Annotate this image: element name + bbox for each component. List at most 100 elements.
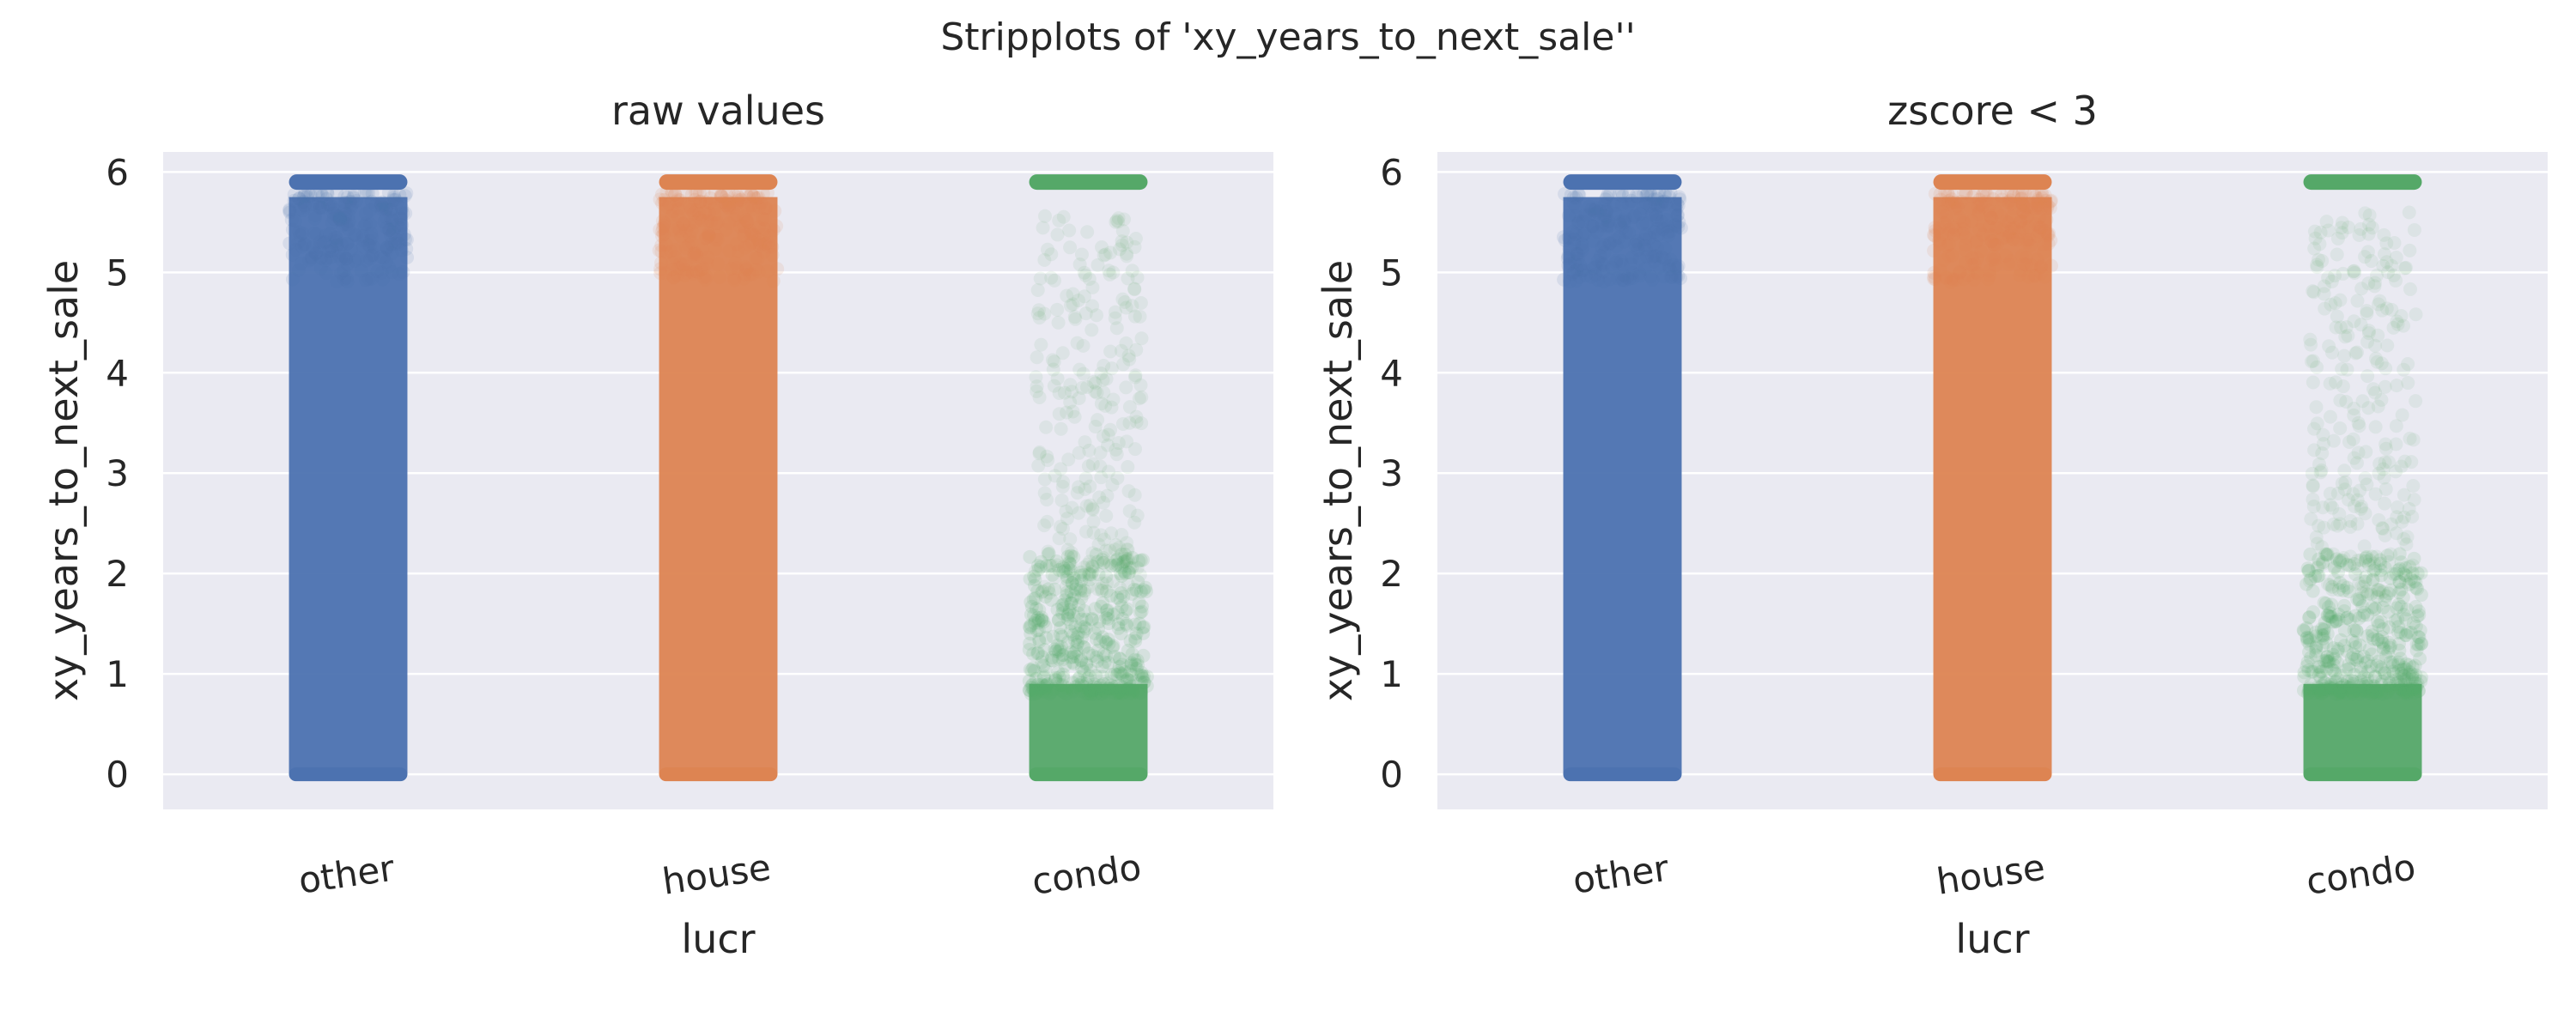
- point: [1045, 567, 1060, 582]
- point: [398, 189, 412, 203]
- point: [1972, 192, 1987, 207]
- point: [2302, 645, 2317, 659]
- point: [2351, 445, 2366, 460]
- point: [2327, 560, 2342, 575]
- point: [2340, 557, 2354, 572]
- point: [367, 239, 381, 254]
- point: [2414, 566, 2428, 580]
- point: [2020, 235, 2034, 250]
- point: [1613, 217, 1627, 232]
- point: [2360, 306, 2374, 321]
- point: [1655, 195, 1669, 209]
- point: [374, 265, 389, 280]
- point: [1100, 603, 1115, 617]
- point: [1091, 537, 1106, 552]
- point: [2397, 660, 2411, 675]
- point: [731, 192, 745, 207]
- point: [1072, 506, 1086, 520]
- point: [2306, 284, 2320, 299]
- point: [1084, 559, 1099, 573]
- point: [337, 210, 352, 225]
- point: [690, 249, 704, 264]
- point: [1064, 585, 1078, 599]
- point: [2409, 575, 2423, 590]
- point: [674, 229, 689, 244]
- point: [2376, 636, 2391, 651]
- point: [2374, 356, 2389, 371]
- point: [1945, 192, 1959, 207]
- point: [308, 186, 323, 201]
- point: [1039, 559, 1054, 573]
- point: [2320, 655, 2335, 670]
- point: [340, 190, 355, 204]
- point: [1030, 610, 1045, 625]
- point: [2391, 563, 2405, 578]
- point: [1065, 591, 1079, 606]
- point: [2036, 189, 2050, 203]
- point: [2304, 354, 2318, 369]
- point: [1093, 459, 1108, 474]
- point: [292, 225, 307, 239]
- point: [2368, 685, 2383, 700]
- point: [2336, 583, 2351, 597]
- point: [653, 262, 668, 276]
- point: [2352, 227, 2366, 242]
- point: [1071, 635, 1085, 650]
- x-tick-label: house: [1934, 846, 2047, 903]
- point: [710, 233, 725, 247]
- point: [2318, 682, 2333, 696]
- point: [2016, 204, 2031, 219]
- point: [1071, 672, 1085, 687]
- point: [738, 267, 752, 282]
- point: [1134, 665, 1149, 680]
- point: [364, 226, 379, 240]
- point: [328, 230, 343, 245]
- point: [2402, 657, 2416, 672]
- point: [2415, 636, 2429, 651]
- point: [692, 186, 707, 201]
- point: [1105, 640, 1120, 655]
- point: [2003, 193, 2018, 208]
- point: [1134, 416, 1149, 431]
- point: [702, 229, 716, 244]
- point: [1121, 566, 1136, 580]
- point: [2306, 421, 2321, 436]
- point: [2340, 362, 2354, 377]
- point: [1638, 261, 1653, 276]
- point: [1031, 458, 1046, 473]
- point: [2343, 519, 2358, 534]
- point: [2410, 582, 2425, 597]
- point: [2376, 585, 2391, 599]
- strip-other: [283, 174, 415, 782]
- point: [2387, 566, 2402, 581]
- point: [698, 205, 713, 220]
- point: [1100, 607, 1115, 621]
- point: [2002, 225, 2016, 239]
- point: [2360, 679, 2375, 694]
- point: [1119, 551, 1133, 566]
- point: [1066, 404, 1080, 419]
- point: [308, 245, 323, 260]
- point: [2318, 676, 2332, 690]
- point: [1650, 199, 1665, 214]
- point: [331, 248, 346, 263]
- point: [1940, 213, 1954, 227]
- point: [2013, 268, 2027, 282]
- point: [1079, 499, 1094, 513]
- point: [1036, 669, 1051, 683]
- point: [1558, 187, 1572, 202]
- point: [1927, 271, 1941, 286]
- point: [307, 211, 322, 226]
- point: [1584, 202, 1599, 216]
- point: [1081, 579, 1096, 594]
- point: [2377, 227, 2391, 242]
- point: [2335, 215, 2349, 230]
- point: [1568, 227, 1583, 241]
- point: [2366, 382, 2380, 397]
- point: [325, 243, 340, 258]
- point: [1085, 280, 1100, 294]
- point: [2300, 633, 2315, 648]
- point: [2007, 188, 2021, 203]
- point: [1109, 213, 1124, 227]
- point: [392, 236, 406, 251]
